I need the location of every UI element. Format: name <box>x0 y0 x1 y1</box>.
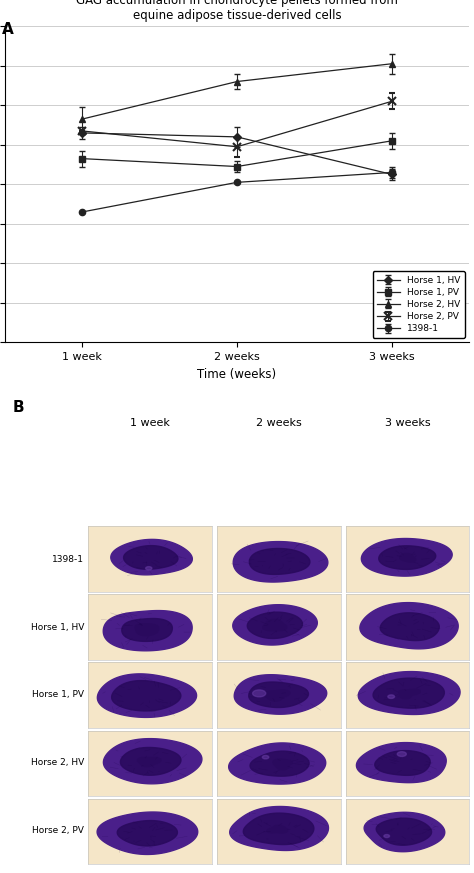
Circle shape <box>146 567 152 570</box>
Text: 3 weeks: 3 weeks <box>384 417 430 428</box>
Polygon shape <box>137 758 161 766</box>
Polygon shape <box>117 821 177 846</box>
Polygon shape <box>399 690 420 698</box>
Polygon shape <box>264 690 290 701</box>
Polygon shape <box>122 618 173 642</box>
Title: GAG accumulation in chondrocyte pellets formed from
equine adipose tissue-derive: GAG accumulation in chondrocyte pellets … <box>76 0 398 22</box>
Polygon shape <box>263 620 287 630</box>
Circle shape <box>253 690 266 697</box>
Text: Horse 2, PV: Horse 2, PV <box>32 826 84 835</box>
Text: 1 week: 1 week <box>130 417 170 428</box>
Polygon shape <box>356 743 446 783</box>
Circle shape <box>262 755 269 759</box>
Text: Horse 2, HV: Horse 2, HV <box>31 758 84 767</box>
Polygon shape <box>373 678 444 708</box>
Polygon shape <box>360 602 458 649</box>
Circle shape <box>384 835 390 837</box>
Polygon shape <box>103 739 202 784</box>
Polygon shape <box>120 747 181 775</box>
Polygon shape <box>233 541 328 582</box>
Polygon shape <box>375 751 430 775</box>
Text: B: B <box>13 400 25 415</box>
Polygon shape <box>103 610 192 650</box>
Polygon shape <box>111 540 192 574</box>
Polygon shape <box>228 743 326 784</box>
Polygon shape <box>400 553 416 562</box>
X-axis label: Time (weeks): Time (weeks) <box>198 368 276 381</box>
Polygon shape <box>249 682 309 707</box>
Circle shape <box>397 752 406 757</box>
Polygon shape <box>379 546 436 569</box>
Text: Horse 1, HV: Horse 1, HV <box>31 622 84 631</box>
Polygon shape <box>249 548 310 574</box>
Polygon shape <box>358 671 460 714</box>
Polygon shape <box>361 539 452 576</box>
Polygon shape <box>230 807 328 850</box>
Polygon shape <box>267 825 287 833</box>
Polygon shape <box>250 751 309 776</box>
Text: 2 weeks: 2 weeks <box>256 417 301 428</box>
Polygon shape <box>135 624 159 636</box>
Polygon shape <box>376 818 431 845</box>
Polygon shape <box>97 812 198 855</box>
Polygon shape <box>273 760 292 770</box>
Text: Horse 1, PV: Horse 1, PV <box>32 691 84 699</box>
Polygon shape <box>364 812 445 852</box>
Polygon shape <box>97 674 197 718</box>
Polygon shape <box>380 613 439 641</box>
Polygon shape <box>124 546 178 569</box>
Polygon shape <box>234 675 327 714</box>
Legend: Horse 1, HV, Horse 1, PV, Horse 2, HV, Horse 2, PV, 1398-1: Horse 1, HV, Horse 1, PV, Horse 2, HV, H… <box>373 272 465 338</box>
Circle shape <box>388 695 394 698</box>
Text: A: A <box>2 22 14 37</box>
Text: 1398-1: 1398-1 <box>52 555 84 564</box>
Polygon shape <box>233 605 317 645</box>
Polygon shape <box>243 813 314 844</box>
Polygon shape <box>247 612 302 638</box>
Polygon shape <box>112 681 181 711</box>
